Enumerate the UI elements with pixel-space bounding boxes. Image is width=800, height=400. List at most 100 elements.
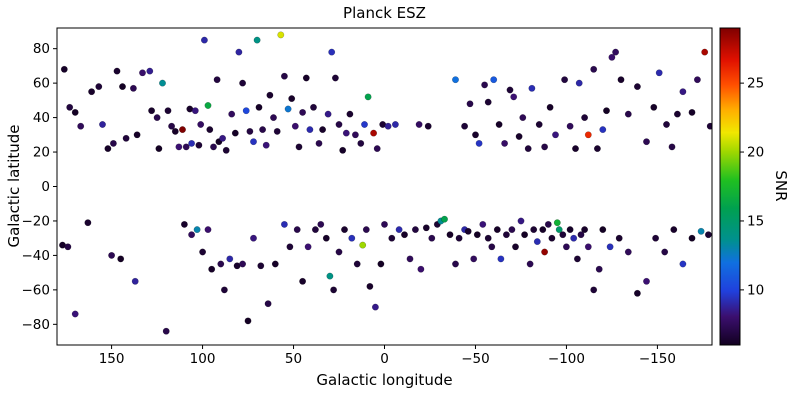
data-point — [148, 107, 156, 115]
data-point — [317, 220, 325, 228]
data-point — [452, 260, 459, 268]
x-tick-label: −50 — [461, 351, 490, 367]
data-point — [455, 234, 463, 242]
data-point — [481, 81, 489, 89]
data-point — [319, 126, 327, 134]
data-point — [484, 234, 492, 242]
y-tick-label: 80 — [33, 41, 50, 57]
data-point — [346, 110, 354, 118]
data-point — [643, 277, 650, 285]
data-point — [502, 231, 510, 239]
data-point — [655, 69, 663, 77]
data-point — [259, 126, 267, 134]
data-point — [280, 220, 288, 228]
data-point — [315, 139, 323, 147]
data-point — [521, 231, 529, 239]
data-point — [257, 262, 265, 270]
data-point — [273, 127, 281, 135]
x-axis-label: Galactic longitude — [316, 371, 453, 389]
data-point — [559, 231, 567, 239]
data-point — [663, 121, 670, 128]
data-point — [359, 241, 367, 249]
data-point — [220, 286, 228, 294]
x-tick-label: 100 — [190, 351, 216, 367]
data-point — [524, 145, 532, 153]
scatter-points — [59, 31, 712, 335]
data-point — [566, 122, 574, 130]
data-point — [464, 227, 472, 235]
data-point — [341, 226, 348, 234]
data-point — [204, 102, 212, 109]
data-point — [643, 138, 650, 146]
data-point — [191, 107, 199, 115]
data-point — [206, 126, 214, 134]
data-point — [188, 231, 196, 239]
data-point — [179, 126, 186, 134]
data-point — [113, 67, 121, 75]
data-point — [200, 36, 208, 44]
data-point — [693, 76, 701, 84]
data-point — [357, 139, 365, 147]
data-point — [381, 220, 388, 228]
data-point — [71, 108, 79, 116]
data-point — [159, 79, 166, 87]
data-point — [204, 226, 212, 234]
data-point — [370, 129, 378, 137]
data-point — [280, 72, 288, 80]
colorbar-tick-label: 20 — [747, 145, 764, 161]
data-point — [595, 265, 603, 273]
data-point — [171, 127, 179, 135]
data-point — [175, 143, 183, 151]
data-point — [388, 234, 396, 242]
data-point — [528, 84, 536, 92]
data-point — [129, 84, 137, 92]
data-point — [661, 248, 669, 256]
data-point — [395, 226, 403, 234]
data-point — [331, 74, 339, 82]
data-point — [250, 138, 257, 146]
data-point — [353, 260, 361, 268]
data-point — [704, 231, 712, 239]
data-point — [162, 327, 170, 335]
data-point — [326, 272, 334, 280]
data-point — [553, 219, 561, 227]
data-point — [109, 139, 117, 147]
data-point — [108, 251, 116, 259]
data-point — [615, 234, 623, 242]
data-point — [652, 234, 660, 242]
data-point — [701, 48, 709, 56]
colorbar-tick-label: 10 — [747, 282, 764, 298]
data-point — [286, 243, 294, 251]
data-point — [546, 103, 554, 111]
data-point — [133, 131, 141, 139]
data-point — [539, 226, 547, 234]
data-point — [688, 234, 696, 242]
data-point — [519, 114, 527, 122]
data-point — [377, 260, 385, 268]
data-point — [552, 131, 559, 139]
data-point — [306, 126, 314, 134]
data-point — [299, 108, 307, 116]
data-point — [566, 226, 574, 234]
data-point — [231, 129, 239, 137]
data-point — [697, 227, 705, 235]
data-point — [250, 234, 257, 242]
data-point — [266, 91, 274, 99]
data-point — [284, 105, 292, 113]
data-point — [411, 226, 419, 234]
data-point — [195, 141, 203, 149]
chart-title: Planck ESZ — [343, 4, 426, 22]
data-point — [584, 131, 592, 139]
data-point — [291, 122, 299, 130]
data-point — [406, 255, 414, 263]
data-point — [688, 108, 696, 116]
data-point — [470, 255, 478, 263]
data-point — [422, 224, 430, 232]
data-point — [670, 226, 678, 234]
data-point — [362, 226, 370, 234]
data-point — [104, 145, 112, 153]
y-tick-label: 60 — [33, 76, 50, 92]
y-tick-label: 0 — [41, 179, 50, 195]
data-point — [541, 248, 549, 256]
data-point — [311, 226, 319, 234]
